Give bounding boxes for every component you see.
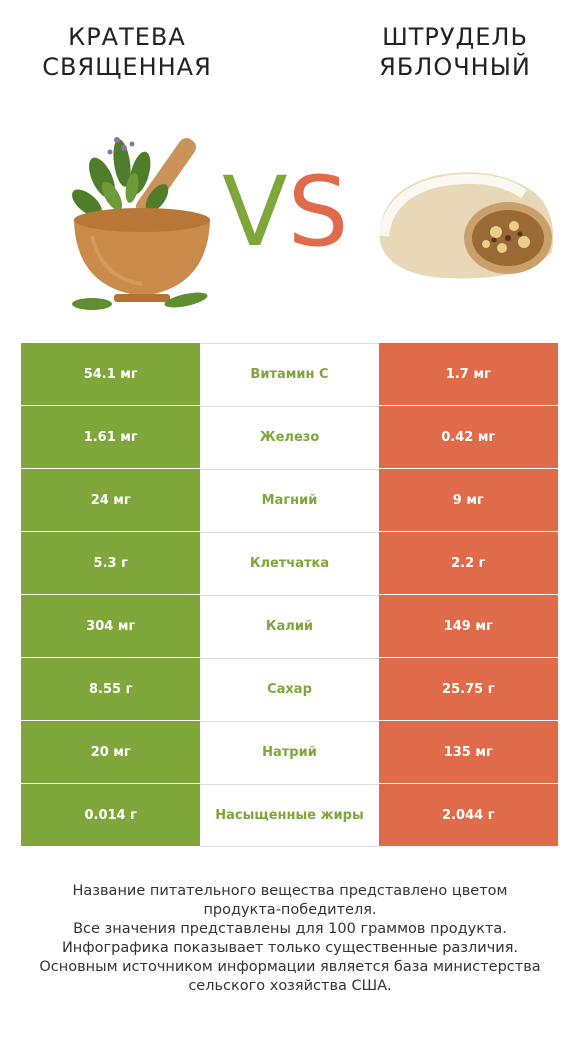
nutrient-name: Витамин C [200,343,379,406]
vs-label: VS [222,156,349,268]
right-value: 9 мг [378,469,558,532]
left-value: 0.014 г [21,784,201,847]
nutrient-name: Калий [200,595,379,658]
nutrient-name: Железо [200,406,379,469]
nutrient-name: Клетчатка [200,532,379,595]
footnote: Название питательного вещества представл… [10,882,570,996]
footnote-line: Все значения представлены для 100 граммо… [73,921,507,937]
nutrient-name: Натрий [200,721,379,784]
right-value: 149 мг [378,595,558,658]
footnote-line: продукта-победителя. [203,902,377,918]
left-product-title: Кратева священная [42,23,212,81]
right-value: 135 мг [378,721,558,784]
nutrient-row: 20 мг Натрий 135 мг [21,721,558,784]
nutrient-name: Сахар [200,658,379,721]
left-value: 24 мг [21,469,201,532]
right-product-title: Штрудель яблочный [379,23,531,81]
herbs-mortar-image [62,118,222,314]
footnote-line: Инфографика показывает только существенн… [61,940,519,956]
left-value: 1.61 мг [21,406,201,469]
footnote-line: Основным источником информации является … [39,959,541,975]
nutrient-name: Насыщенные жиры [200,784,379,847]
nutrient-row: 24 мг Магний 9 мг [21,469,558,532]
apple-strudel-image [374,162,560,288]
comparison-table: 54.1 мг Витамин C 1.7 мг 1.61 мг Железо 0.42 … [21,343,558,847]
left-value: 304 мг [21,595,201,658]
nutrient-row: 8.55 г Сахар 25.75 г [21,658,558,721]
right-value: 25.75 г [378,658,558,721]
nutrient-row: 0.014 г Насыщенные жиры 2.044 г [21,784,558,847]
right-value: 2.2 г [378,532,558,595]
left-value: 20 мг [21,721,201,784]
right-value: 1.7 мг [378,343,558,406]
left-value: 8.55 г [21,658,201,721]
nutrient-row: 304 мг Калий 149 мг [21,595,558,658]
footnote-line: Название питательного вещества представл… [72,883,508,899]
nutrient-name: Магний [200,469,379,532]
left-value: 5.3 г [21,532,201,595]
right-value: 0.42 мг [378,406,558,469]
nutrient-row: 1.61 мг Железо 0.42 мг [21,406,558,469]
left-value: 54.1 мг [21,343,201,406]
footnote-line: сельского хозяйства США. [188,978,392,994]
nutrient-row: 5.3 г Клетчатка 2.2 г [21,532,558,595]
nutrient-row: 54.1 мг Витамин C 1.7 мг [21,343,558,406]
right-value: 2.044 г [378,784,558,847]
